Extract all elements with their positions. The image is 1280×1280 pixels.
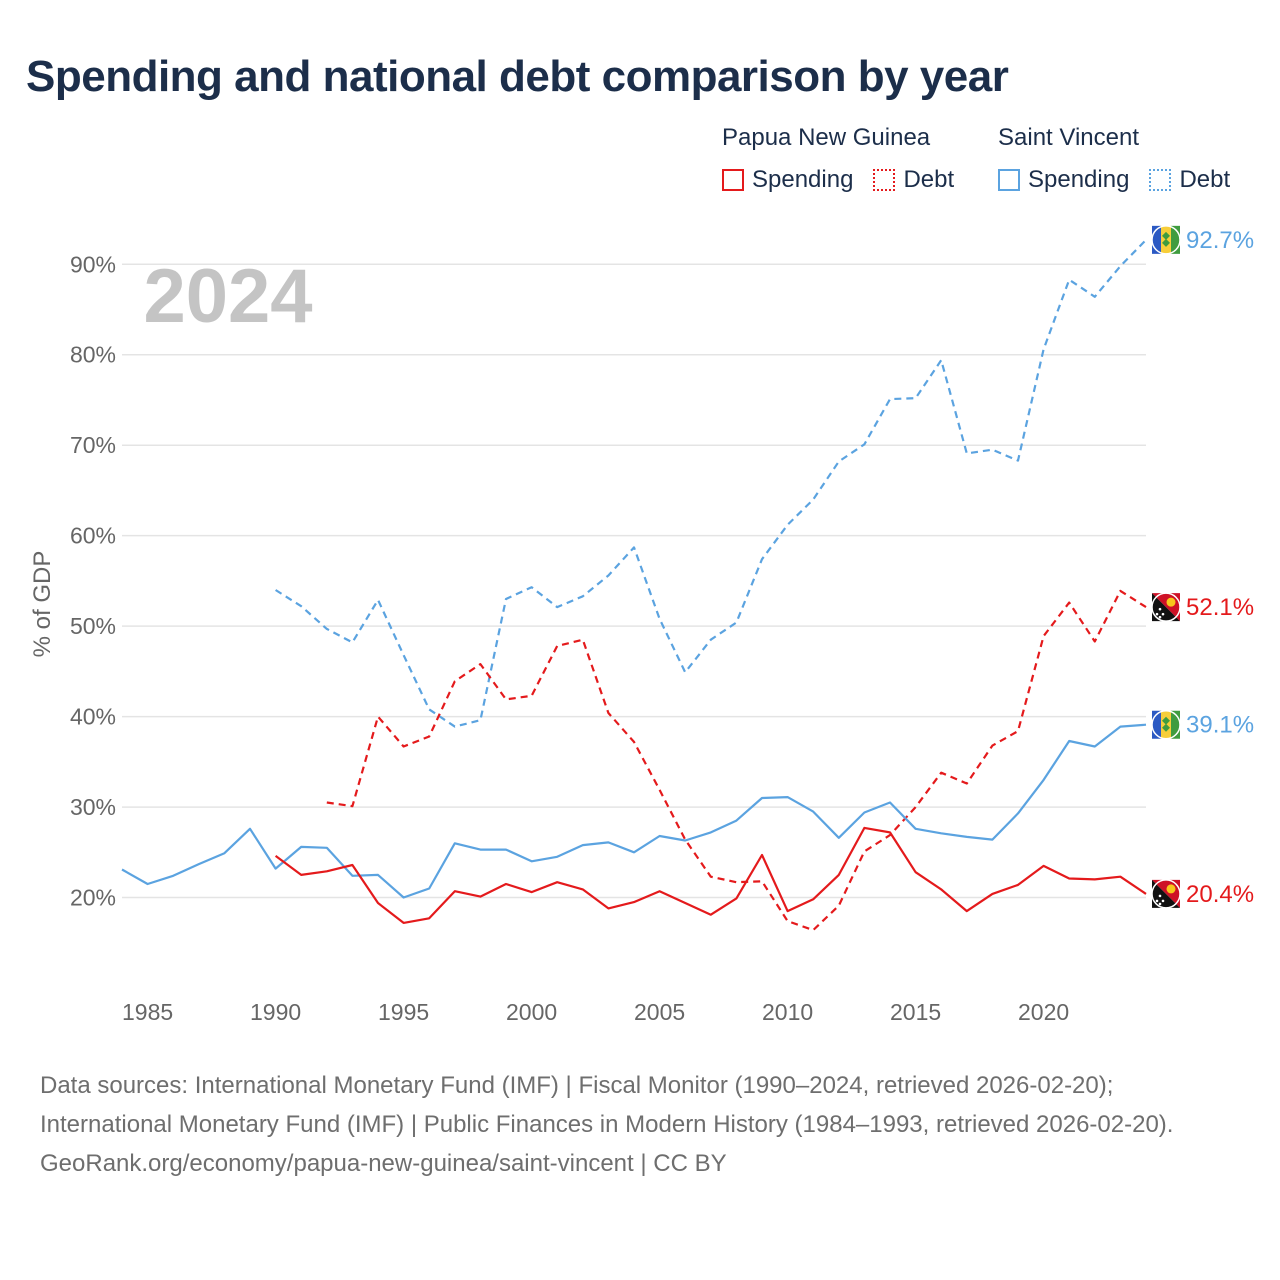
- legend-item-svg-spending[interactable]: Spending: [998, 166, 1129, 194]
- flag-icon-papua-new-guinea-debt: [1151, 592, 1181, 622]
- line-chart: 2024 20%30%40%50%60%70%80%90% 1985 1990 19…: [29, 225, 1254, 1025]
- flag-band-blue: [1152, 710, 1161, 739]
- gridlines: [122, 263, 1146, 899]
- chart-title: Spending and national debt comparison by…: [26, 52, 1009, 101]
- data-sources: Data sources: International Monetary Fun…: [40, 1072, 1174, 1138]
- x-tick-label: 2000: [506, 999, 557, 1025]
- flag-star: [1158, 607, 1162, 611]
- y-tick-label: 40%: [70, 704, 116, 730]
- flag-icon-saint-vincent-debt: [1151, 225, 1181, 255]
- flag-bird: [1166, 884, 1176, 894]
- flag-star: [1161, 612, 1165, 616]
- flag-icon-saint-vincent-spending: [1151, 709, 1181, 740]
- flag-ring: [1151, 879, 1181, 909]
- flag-bird: [1166, 597, 1176, 607]
- legend-item-label: Debt: [903, 166, 955, 193]
- legend-item-label: Debt: [1179, 166, 1231, 193]
- y-axis-label: % of GDP: [29, 551, 56, 658]
- x-tick-label: 1995: [378, 999, 429, 1025]
- y-axis-ticks: 20% 30% 40% 50% 60% 70% 80% 90%: [70, 251, 116, 910]
- legend-item-label: Spending: [1028, 166, 1130, 193]
- flag-star: [1155, 899, 1159, 903]
- flag-half-black: [1152, 879, 1180, 908]
- flag-band-green: [1171, 225, 1180, 254]
- flag-band-green: [1171, 710, 1180, 739]
- series-line-papua-new-guinea-spending: [274, 826, 1147, 925]
- credit-line[interactable]: GeoRank.org/economy/papua-new-guinea/sai…: [40, 1150, 727, 1177]
- x-tick-label: 2020: [1018, 999, 1069, 1025]
- flag-star: [1161, 899, 1165, 903]
- legend-group-name: Saint Vincent: [998, 124, 1139, 151]
- flag-star: [1158, 902, 1162, 906]
- y-tick-label: 90%: [70, 251, 116, 277]
- y-tick-label: 50%: [70, 613, 116, 639]
- y-tick-label: 70%: [70, 432, 116, 458]
- legend-item-png-debt[interactable]: Debt: [873, 166, 954, 194]
- legend-item-svg-debt[interactable]: Debt: [1149, 166, 1230, 194]
- series-lines: [121, 239, 1147, 932]
- legend-swatch-dotted: [1149, 169, 1172, 191]
- x-tick-label: 2010: [762, 999, 813, 1025]
- flag-star: [1155, 612, 1159, 616]
- y-tick-label: 60%: [70, 523, 116, 549]
- legend-item-png-spending[interactable]: Spending: [722, 166, 853, 194]
- y-tick-label: 80%: [70, 342, 116, 368]
- series-line-saint-vincent-spending: [121, 723, 1147, 899]
- legend-group-name: Papua New Guinea: [722, 124, 931, 151]
- legend-group-papua-new-guinea: Papua New Guinea Spending Debt: [722, 124, 974, 194]
- flag-half-black: [1152, 593, 1180, 622]
- footer: Data sources: International Monetary Fun…: [40, 1066, 1240, 1183]
- flag-ring: [1151, 709, 1181, 740]
- end-markers: 92.7% 52.1% 39.1% 20.4%: [1151, 225, 1254, 909]
- end-value-label: 92.7%: [1186, 227, 1254, 254]
- flag-band-blue: [1152, 225, 1161, 254]
- legend-swatch-dotted: [873, 169, 896, 191]
- x-tick-label: 1990: [250, 999, 301, 1025]
- flag-diamonds: [1162, 231, 1170, 247]
- x-tick-label: 2015: [890, 999, 941, 1025]
- y-tick-label: 20%: [70, 885, 116, 911]
- legend-item-label: Spending: [752, 166, 854, 193]
- flag-star: [1158, 894, 1162, 898]
- series-line-papua-new-guinea-debt: [326, 589, 1147, 932]
- end-value-label: 52.1%: [1186, 594, 1254, 621]
- series-line-saint-vincent-debt: [275, 239, 1147, 728]
- flag-ring: [1151, 225, 1181, 255]
- year-watermark: 2024: [143, 254, 312, 339]
- end-value-label: 20.4%: [1186, 881, 1254, 908]
- flag-diamonds: [1162, 716, 1170, 732]
- y-tick-label: 30%: [70, 794, 116, 820]
- x-tick-label: 1985: [122, 999, 173, 1025]
- flag-ring: [1151, 592, 1181, 622]
- x-axis-ticks: 1985 1990 1995 2000 2005 2010 2015 2020: [122, 999, 1069, 1025]
- end-value-label: 39.1%: [1186, 712, 1254, 739]
- flag-icon-papua-new-guinea-spending: [1151, 879, 1181, 909]
- legend-group-saint-vincent: Saint Vincent Spending Debt: [998, 124, 1230, 194]
- legend-swatch-solid: [722, 169, 744, 191]
- x-tick-label: 2005: [634, 999, 685, 1025]
- legend-swatch-solid: [998, 169, 1020, 191]
- flag-star: [1158, 615, 1162, 619]
